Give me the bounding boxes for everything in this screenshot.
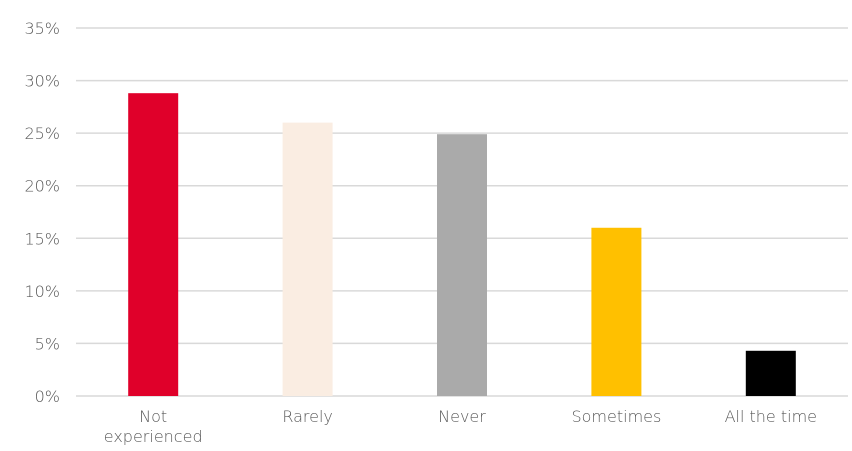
x-category-label: Rarely (282, 407, 333, 426)
y-tick-label: 20% (24, 177, 60, 196)
bar (282, 122, 333, 396)
y-tick-label: 10% (24, 282, 60, 301)
y-tick-label: 35% (24, 19, 60, 38)
x-category-label: All the time (725, 407, 817, 426)
y-tick-label: 30% (24, 72, 60, 91)
x-category-label: Sometimes (571, 407, 661, 426)
x-category-label-line: Rarely (282, 407, 333, 426)
y-tick-label: 25% (24, 124, 60, 143)
y-tick-label: 0% (35, 387, 60, 406)
x-category-label: Never (438, 407, 486, 426)
bar (128, 93, 179, 396)
x-category-label-line: Sometimes (571, 407, 661, 426)
bar (591, 227, 642, 396)
x-category-label: Not experienced (104, 407, 203, 446)
x-category-label-line: experienced (104, 427, 203, 446)
y-axis-tick-labels: 0% 5% 10% 15% 20% 25% 30% 35% (24, 19, 60, 406)
x-axis-category-labels: Not experienced Rarely Never Sometimes All th… (104, 407, 817, 446)
x-category-label-line: Not (139, 407, 167, 426)
x-category-label-line: All the time (725, 407, 817, 426)
y-tick-label: 15% (24, 229, 60, 248)
bars (128, 93, 796, 397)
x-category-label-line: Never (438, 407, 486, 426)
bar (437, 134, 487, 397)
bar (745, 350, 796, 396)
y-tick-label: 5% (35, 334, 60, 353)
